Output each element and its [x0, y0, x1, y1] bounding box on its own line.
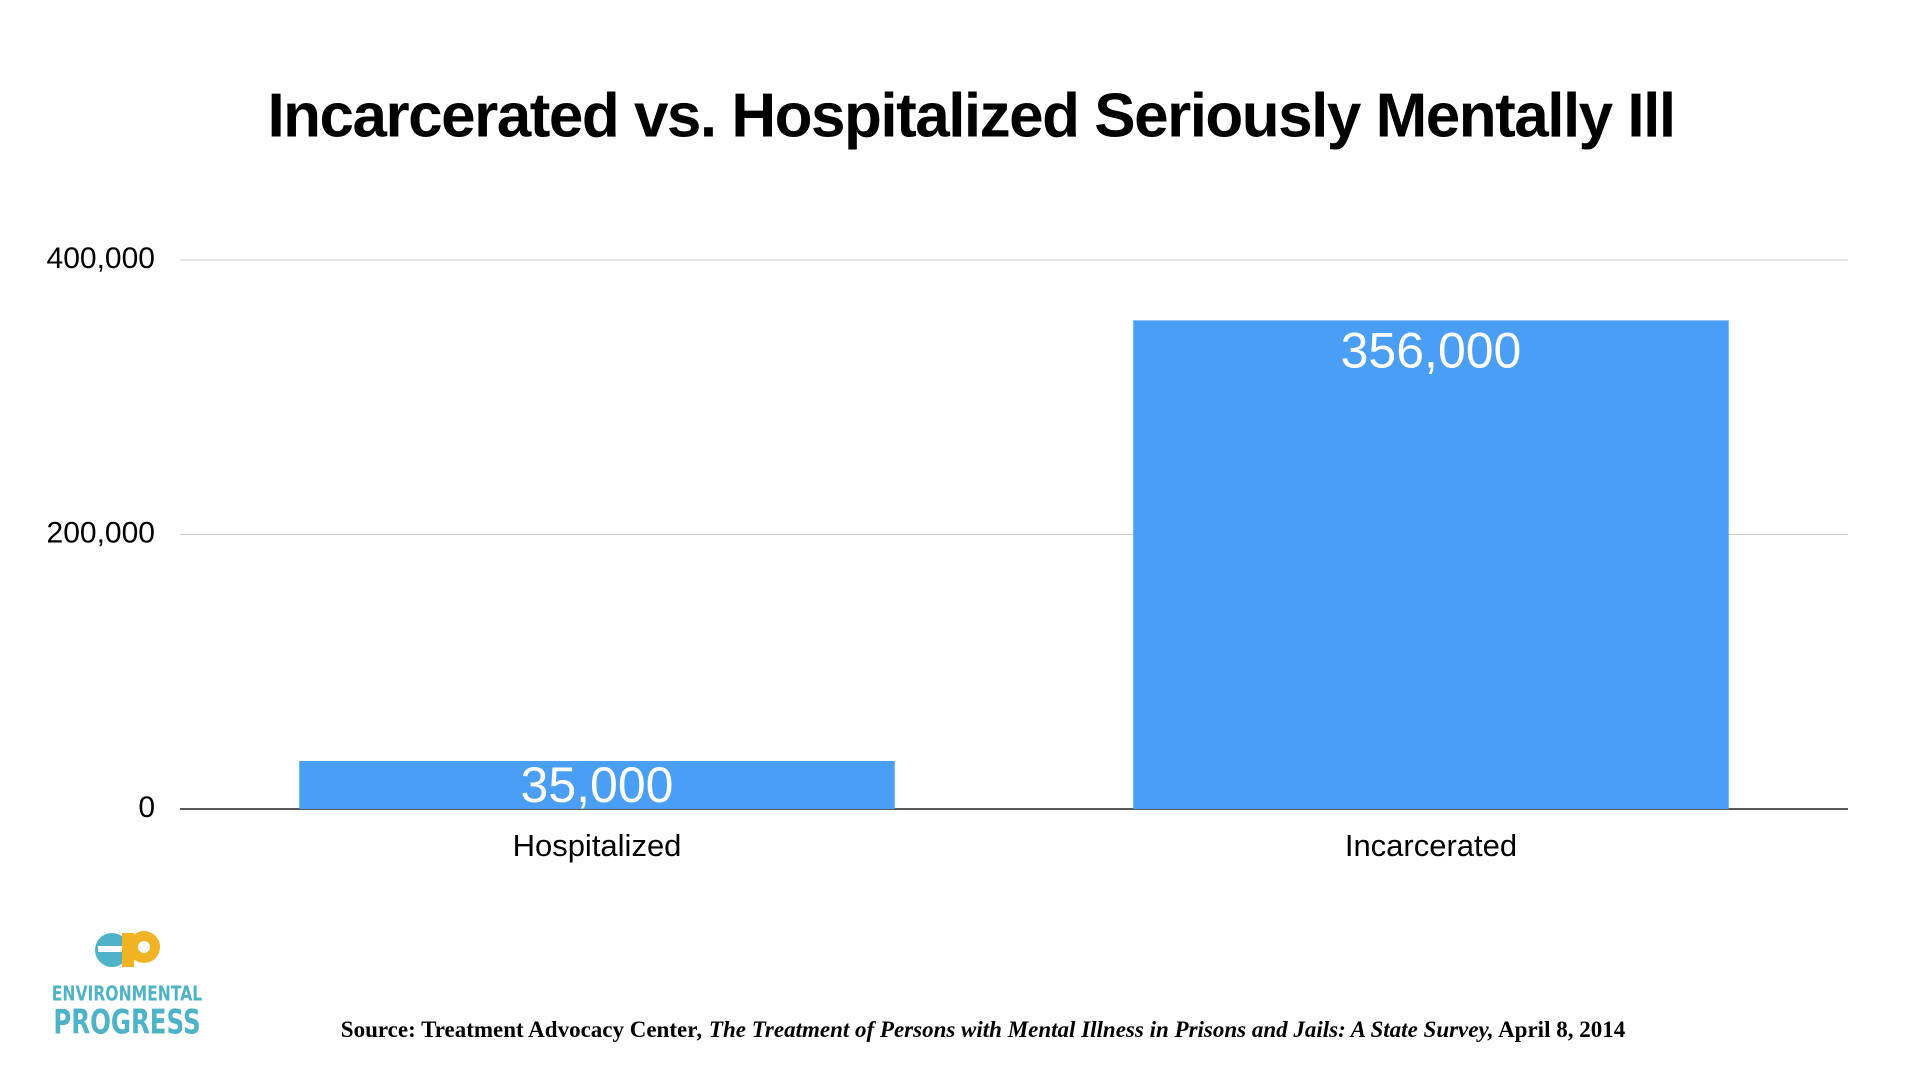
- source-work: , The Treatment of Persons with Mental I…: [696, 1017, 1493, 1042]
- logo-line2: PROGRESS: [53, 1003, 200, 1042]
- y-tick-label: 0: [138, 791, 155, 824]
- source-date: April 8, 2014: [1494, 1017, 1626, 1042]
- value-label: 35,000: [521, 757, 674, 813]
- y-tick-label: 200,000: [47, 516, 155, 549]
- logo-e-bar: [98, 946, 122, 952]
- x-tick-label: Incarcerated: [1345, 828, 1517, 863]
- bar: [1133, 320, 1729, 809]
- source-note: Source: Treatment Advocacy Center, The T…: [341, 1017, 1626, 1042]
- logo-line1: ENVIRONMENTAL: [52, 983, 202, 1006]
- x-tick-label: Hospitalized: [513, 828, 682, 863]
- y-tick-label: 400,000: [47, 242, 155, 275]
- bar: [299, 760, 895, 809]
- logo: ENVIRONMENTAL PROGRESS: [52, 931, 202, 1042]
- value-label: 356,000: [1341, 323, 1522, 379]
- logo-p-hole: [138, 941, 150, 953]
- chart-title: Incarcerated vs. Hospitalized Seriously …: [267, 81, 1674, 150]
- source-lead: Source: Treatment Advocacy Center: [341, 1017, 698, 1042]
